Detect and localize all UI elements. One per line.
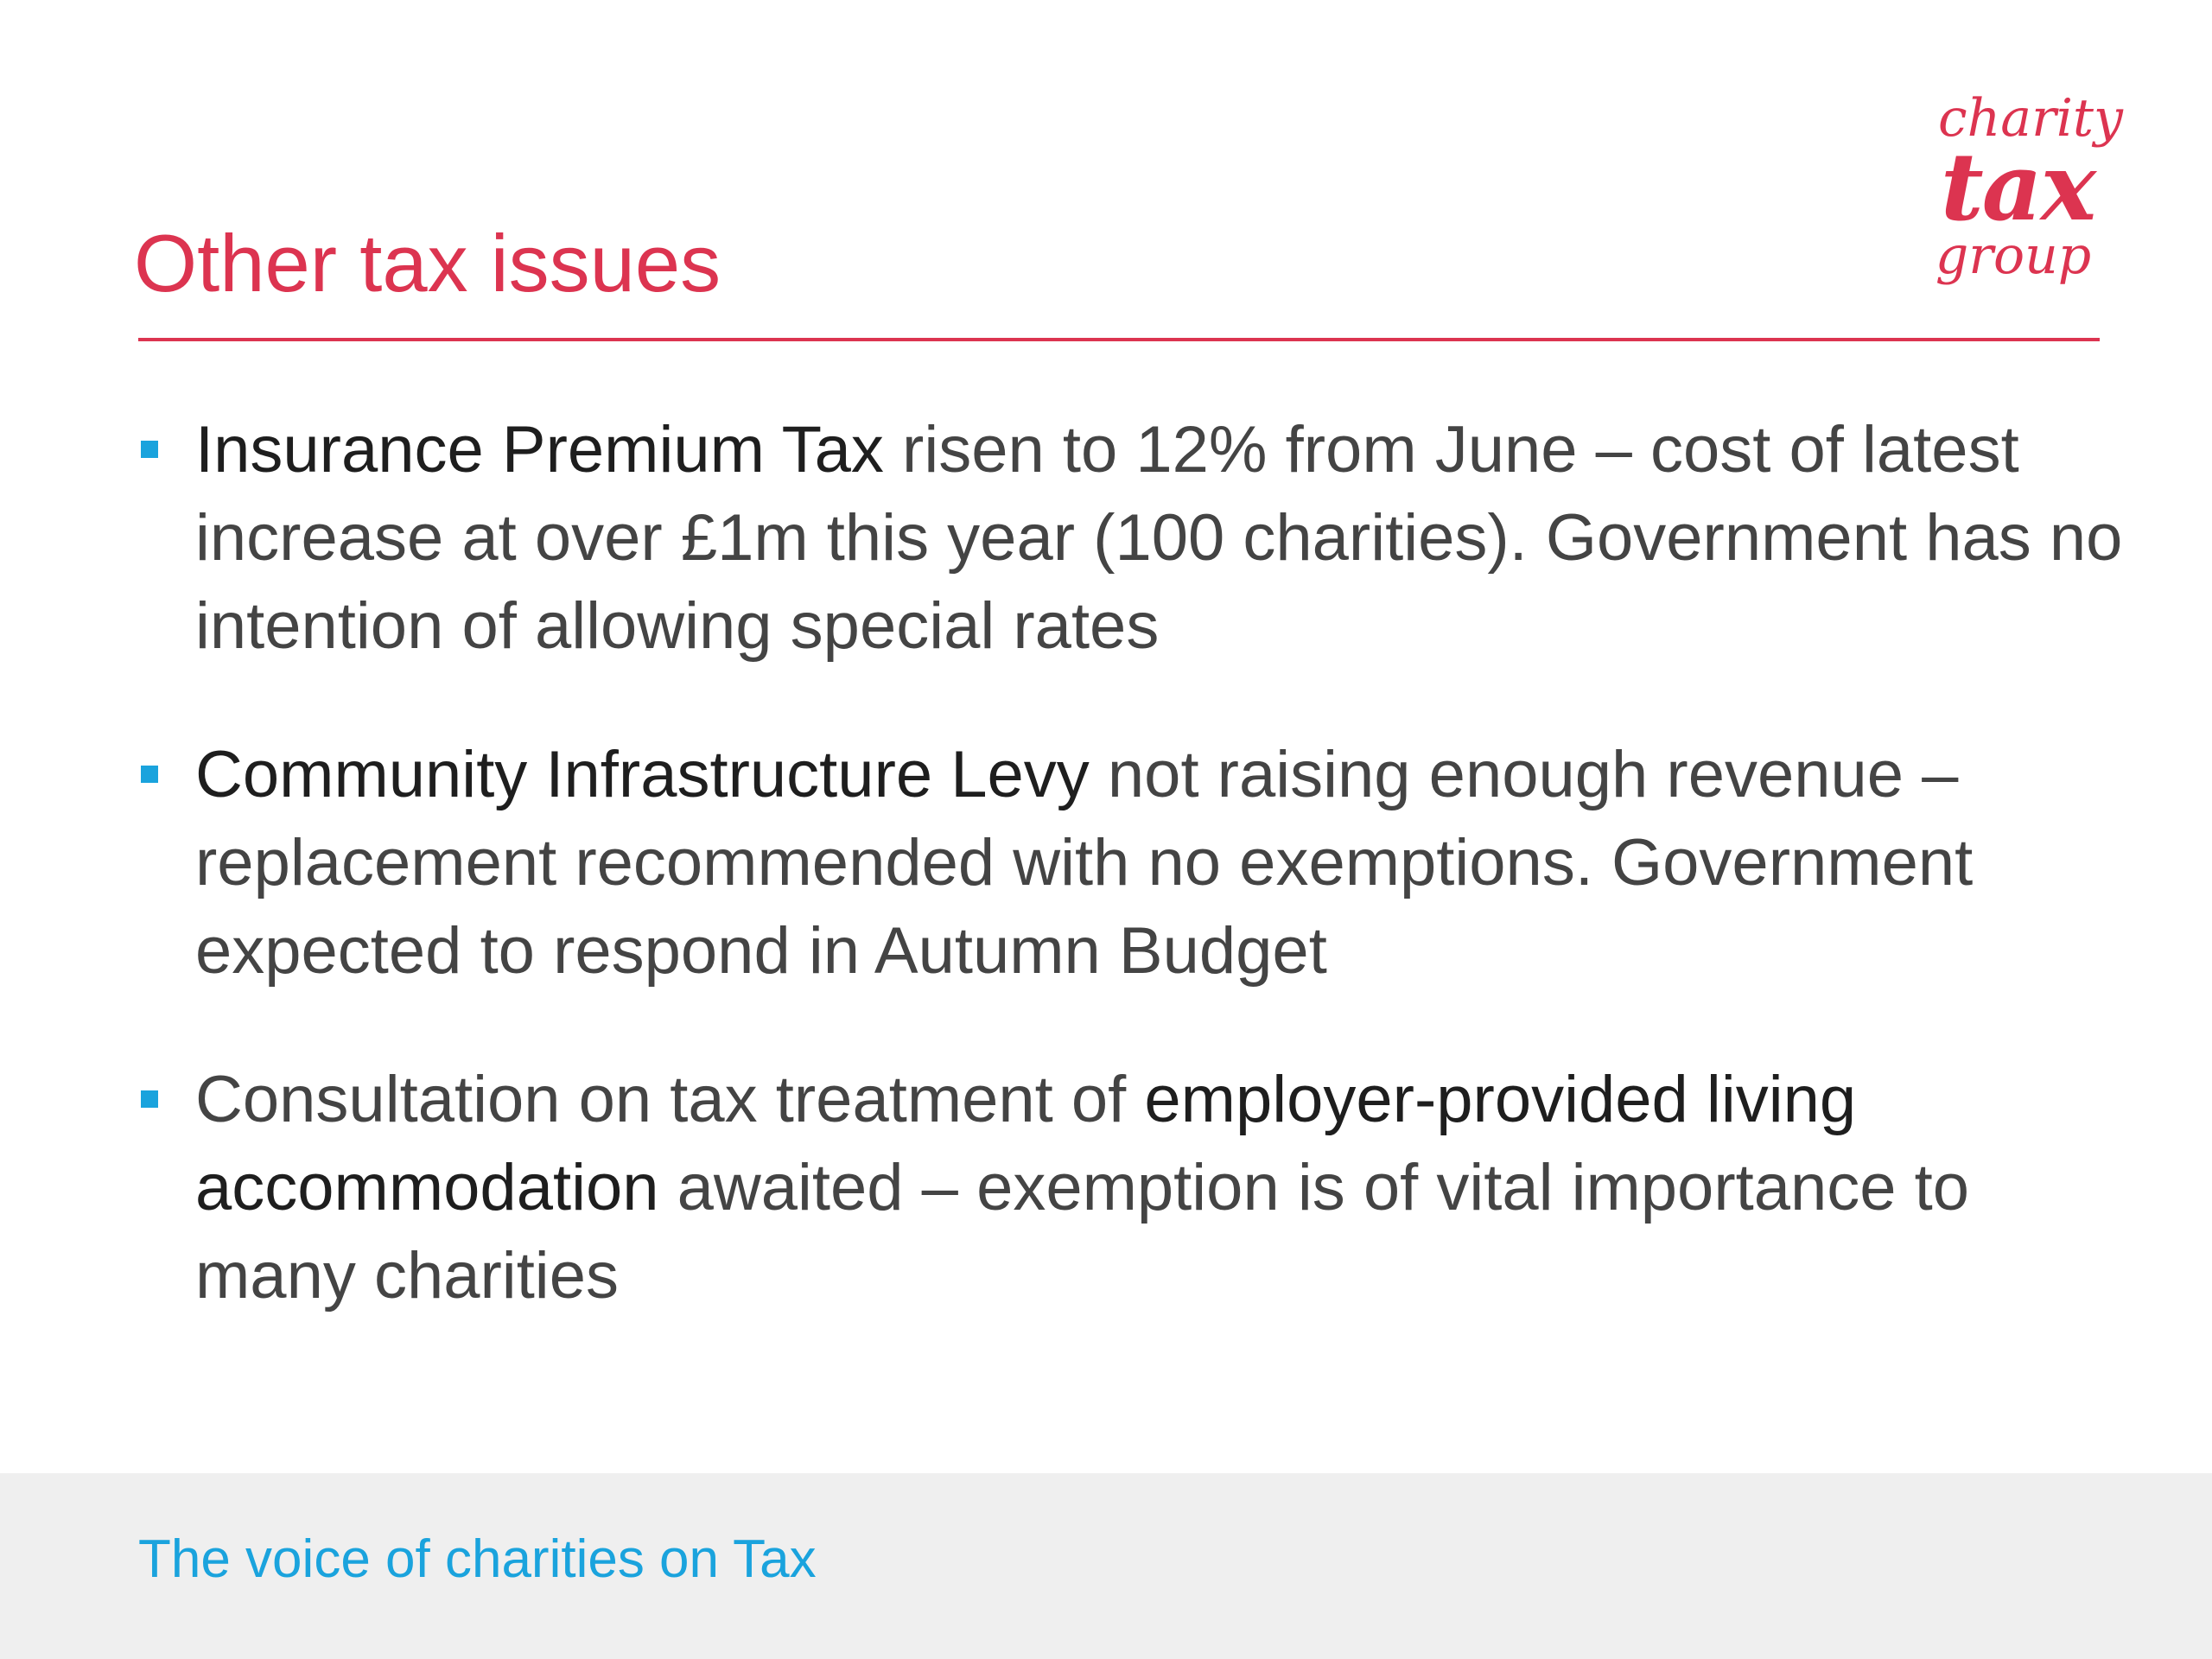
title-divider [138, 338, 2100, 341]
bullet-text: awaited – exemption is of vital importan… [195, 1151, 1970, 1313]
bullet-emphasis: Community Infrastructure Levy [195, 738, 1090, 811]
bullet-text: not raising enough revenue – replacement… [195, 738, 1974, 988]
bullet-square-icon [141, 441, 158, 458]
bullet-item: Consultation on tax treatment of employe… [138, 1056, 2134, 1320]
bullet-item: Insurance Premium Tax risen to 12% from … [138, 406, 2134, 671]
logo-word-tax: tax [1940, 133, 2096, 242]
slide-title: Other tax issues [134, 218, 721, 308]
bullet-emphasis: Insurance Premium Tax [195, 413, 884, 486]
footer-tagline: The voice of charities on Tax [138, 1529, 817, 1589]
bullet-item: Community Infrastructure Levy not raisin… [138, 731, 2134, 995]
bullet-list: Insurance Premium Tax risen to 12% from … [138, 406, 2134, 1381]
bullet-text-lead: Consultation on tax treatment of [195, 1063, 1145, 1136]
logo-word-charity: charity [1938, 88, 2123, 149]
bullet-square-icon [141, 766, 158, 783]
bullet-square-icon [141, 1090, 158, 1108]
footer-band: The voice of charities on Tax [0, 1473, 2212, 1659]
charity-tax-group-logo: charity tax group [1910, 91, 2126, 283]
bullet-emphasis: employer-provided living accommodation [195, 1063, 1857, 1224]
logo-word-group: group [1935, 226, 2092, 286]
bullet-text: risen to 12% from June – cost of latest … [195, 413, 2123, 663]
